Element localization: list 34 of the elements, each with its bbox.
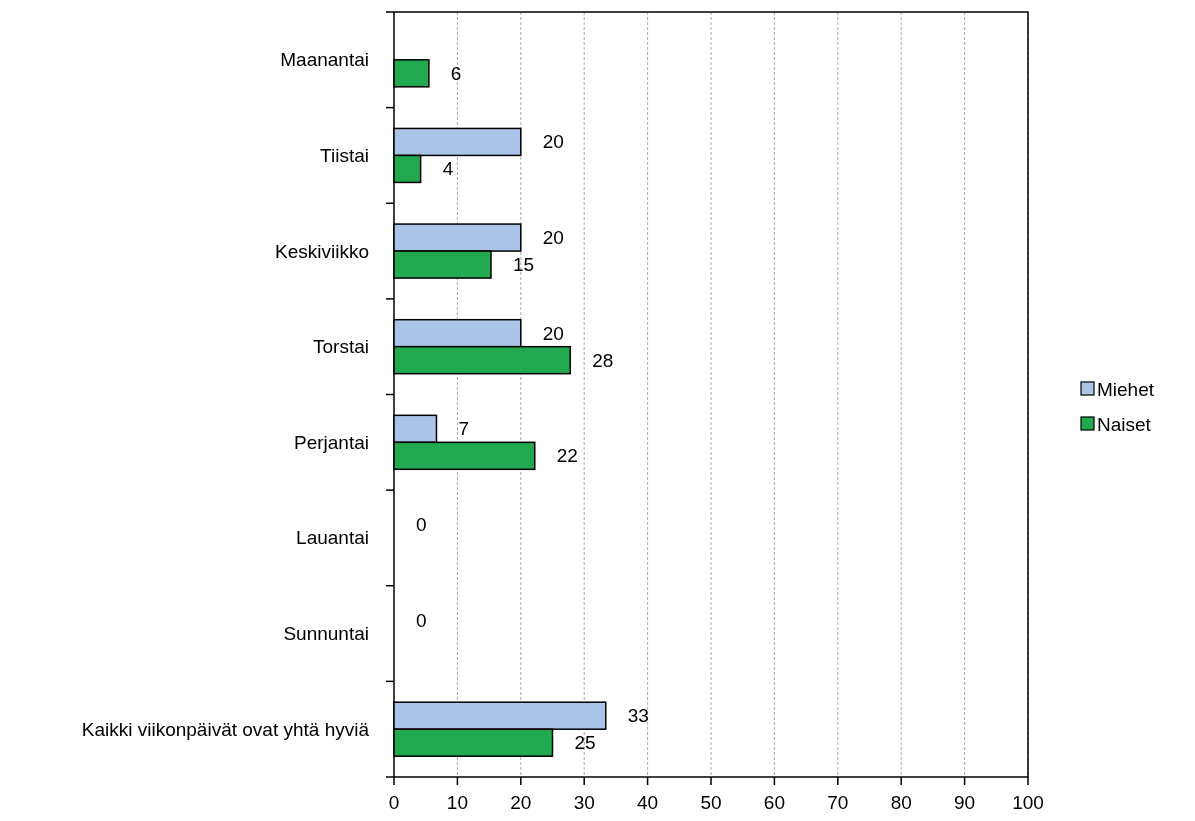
data-label: 28 bbox=[592, 349, 614, 371]
x-tick-label: 0 bbox=[388, 792, 400, 813]
data-label: 4 bbox=[442, 158, 454, 180]
data-label: 20 bbox=[542, 322, 564, 344]
y-tick-label: Maanantai bbox=[280, 49, 369, 71]
data-label: 20 bbox=[542, 227, 564, 249]
x-tick-label: 10 bbox=[446, 792, 468, 813]
x-tick-label: 50 bbox=[700, 792, 722, 813]
data-label: 0 bbox=[416, 513, 427, 535]
legend-label: Naiset bbox=[1097, 413, 1152, 435]
data-label: 22 bbox=[556, 445, 578, 467]
y-tick-label: Keskiviikko bbox=[275, 240, 369, 262]
y-tick-label: Torstai bbox=[313, 336, 369, 358]
y-tick-label: Lauantai bbox=[296, 527, 369, 549]
x-tick-label: 30 bbox=[573, 792, 595, 813]
data-label: 6 bbox=[450, 62, 462, 84]
y-tick-label: Sunnuntai bbox=[283, 623, 369, 645]
x-tick-label: 40 bbox=[637, 792, 659, 813]
x-tick-label: 100 bbox=[1012, 792, 1044, 813]
y-tick-label: Tiistai bbox=[320, 144, 369, 166]
data-label: 7 bbox=[458, 418, 470, 440]
y-tick-label: Perjantai bbox=[294, 431, 369, 453]
data-label: 33 bbox=[627, 705, 649, 727]
x-tick-label: 90 bbox=[954, 792, 976, 813]
legend-label: Miehet bbox=[1097, 378, 1155, 400]
data-label: 20 bbox=[542, 131, 564, 153]
data-label: 15 bbox=[513, 254, 535, 276]
data-label: 25 bbox=[574, 732, 596, 754]
x-tick-label: 80 bbox=[890, 792, 912, 813]
x-tick-label: 20 bbox=[510, 792, 532, 813]
x-tick-label: 60 bbox=[763, 792, 785, 813]
x-tick-label: 70 bbox=[827, 792, 849, 813]
data-label: 0 bbox=[416, 609, 427, 631]
y-tick-label: Kaikki viikonpäivät ovat yhtä hyviä bbox=[81, 718, 370, 740]
